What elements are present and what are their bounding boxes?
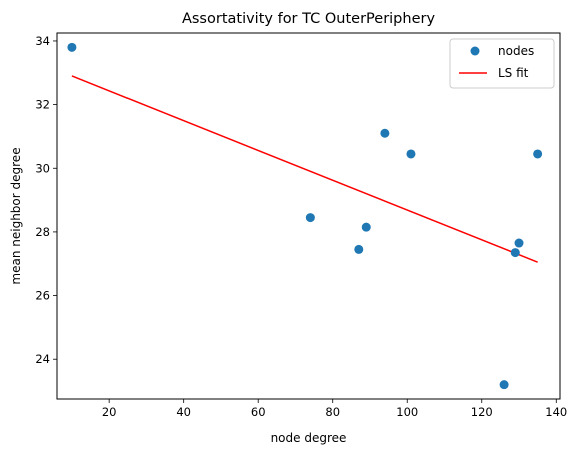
x-axis-label: node degree <box>271 431 347 445</box>
x-tick-label: 40 <box>176 405 191 419</box>
y-tick-label: 24 <box>35 352 50 366</box>
x-axis-ticks: 20 40 60 80 100 120 140 <box>102 399 567 419</box>
y-tick-label: 34 <box>35 34 50 48</box>
legend-marker-nodes <box>470 46 480 56</box>
data-point <box>380 128 390 138</box>
y-tick-label: 30 <box>35 161 50 175</box>
y-tick-label: 26 <box>35 289 50 303</box>
x-tick-label: 20 <box>102 405 117 419</box>
points-layer <box>67 42 543 390</box>
x-tick-label: 120 <box>471 405 493 419</box>
x-tick-label: 60 <box>251 405 266 419</box>
data-point <box>67 42 77 52</box>
x-tick-label: 80 <box>325 405 340 419</box>
chart-title: Assortativity for TC OuterPeriphery <box>182 11 436 27</box>
ls-fit-line <box>71 75 538 263</box>
legend-label-ls-fit: LS fit <box>498 66 529 80</box>
x-tick-label: 140 <box>545 405 567 419</box>
data-point <box>514 238 524 248</box>
plot-frame <box>56 32 561 400</box>
data-point <box>533 149 543 159</box>
plot-area: 20 40 60 80 100 120 140 24 26 28 30 32 34 <box>35 32 567 419</box>
legend: nodes LS fit <box>449 38 555 89</box>
fit-line-layer <box>71 75 538 263</box>
data-point <box>499 380 509 390</box>
y-axis-ticks: 24 26 28 30 32 34 <box>35 34 57 366</box>
data-point <box>361 222 371 232</box>
y-axis-label: mean neighbor degree <box>9 147 23 284</box>
legend-label-nodes: nodes <box>498 44 534 58</box>
data-point <box>305 213 315 223</box>
data-point <box>406 149 416 159</box>
x-tick-label: 100 <box>396 405 418 419</box>
data-point <box>354 244 364 254</box>
y-tick-label: 32 <box>35 98 50 112</box>
data-point <box>510 248 520 258</box>
y-tick-label: 28 <box>35 225 50 239</box>
